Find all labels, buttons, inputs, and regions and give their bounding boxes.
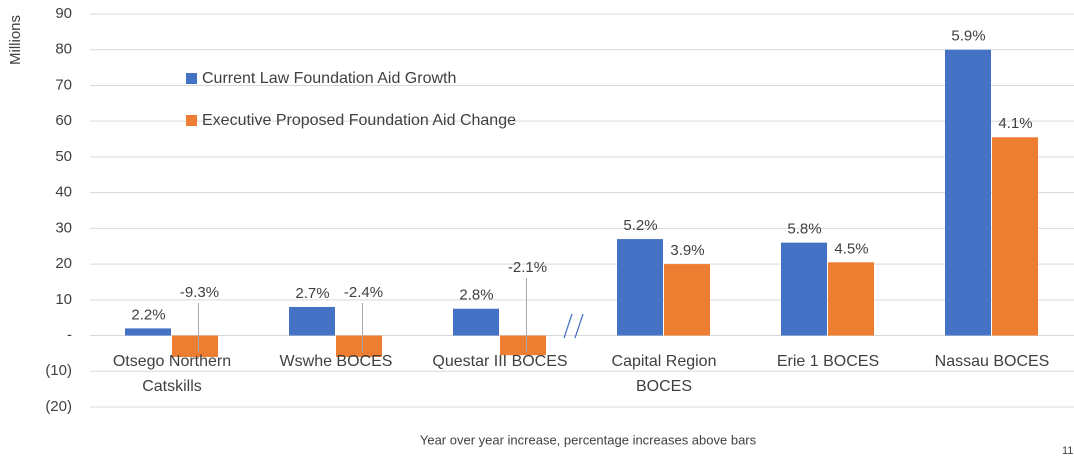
y-axis-label: Millions (7, 15, 24, 65)
x-tick-label: Otsego Northern (113, 353, 231, 370)
axis-break (563, 313, 584, 339)
data-label: 2.2% (131, 306, 165, 323)
y-tick-label: 30 (55, 219, 72, 236)
data-label: -9.3% (180, 284, 219, 301)
legend-label: Current Law Foundation Aid Growth (202, 70, 456, 87)
y-tick-label: - (67, 327, 72, 344)
grid (90, 13, 1074, 408)
bar (945, 49, 991, 336)
data-label: 5.8% (787, 221, 821, 238)
x-tick-label: Capital Region (612, 353, 717, 370)
x-tick-label: Nassau BOCES (935, 353, 1050, 370)
bar (336, 335, 382, 357)
x-tick-label: Catskills (142, 378, 202, 395)
data-label: 3.9% (670, 242, 704, 259)
legend-swatch (186, 115, 197, 126)
y-tick-label: 10 (55, 291, 72, 308)
bar (125, 328, 171, 336)
x-tick-label: Erie 1 BOCES (777, 353, 879, 370)
legend-label: Executive Proposed Foundation Aid Change (202, 112, 516, 129)
y-tick-label: 80 (55, 41, 72, 58)
data-label: 4.5% (834, 240, 868, 257)
y-tick-label: (20) (45, 398, 72, 415)
bar (617, 239, 663, 336)
x-tick-label: BOCES (636, 378, 692, 395)
bar (992, 137, 1038, 336)
data-label: 5.2% (623, 217, 657, 234)
bar (664, 264, 710, 336)
bar (289, 306, 335, 336)
y-tick-label: 20 (55, 255, 72, 272)
x-tick-label: Wswhe BOCES (280, 353, 393, 370)
data-label: -2.1% (508, 259, 547, 276)
y-tick-label: (10) (45, 362, 72, 379)
bar (172, 335, 218, 357)
bar (828, 262, 874, 336)
x-axis-label: Year over year increase, percentage incr… (420, 432, 757, 447)
x-tick-label: Questar III BOCES (432, 353, 567, 370)
data-label: -2.4% (344, 284, 383, 301)
bar (453, 308, 499, 336)
data-label: 2.8% (459, 287, 493, 304)
page-number: 11 (1062, 445, 1073, 457)
bar (781, 242, 827, 336)
data-label: 5.9% (951, 28, 985, 45)
y-tick-label: 40 (55, 184, 72, 201)
y-tick-label: 90 (55, 5, 72, 22)
legend-swatch (186, 73, 197, 84)
y-tick-label: 70 (55, 76, 72, 93)
data-label: 4.1% (998, 115, 1032, 132)
y-tick-label: 60 (55, 112, 72, 129)
data-label: 2.7% (295, 285, 329, 302)
bar (500, 335, 546, 356)
y-tick-label: 50 (55, 148, 72, 165)
